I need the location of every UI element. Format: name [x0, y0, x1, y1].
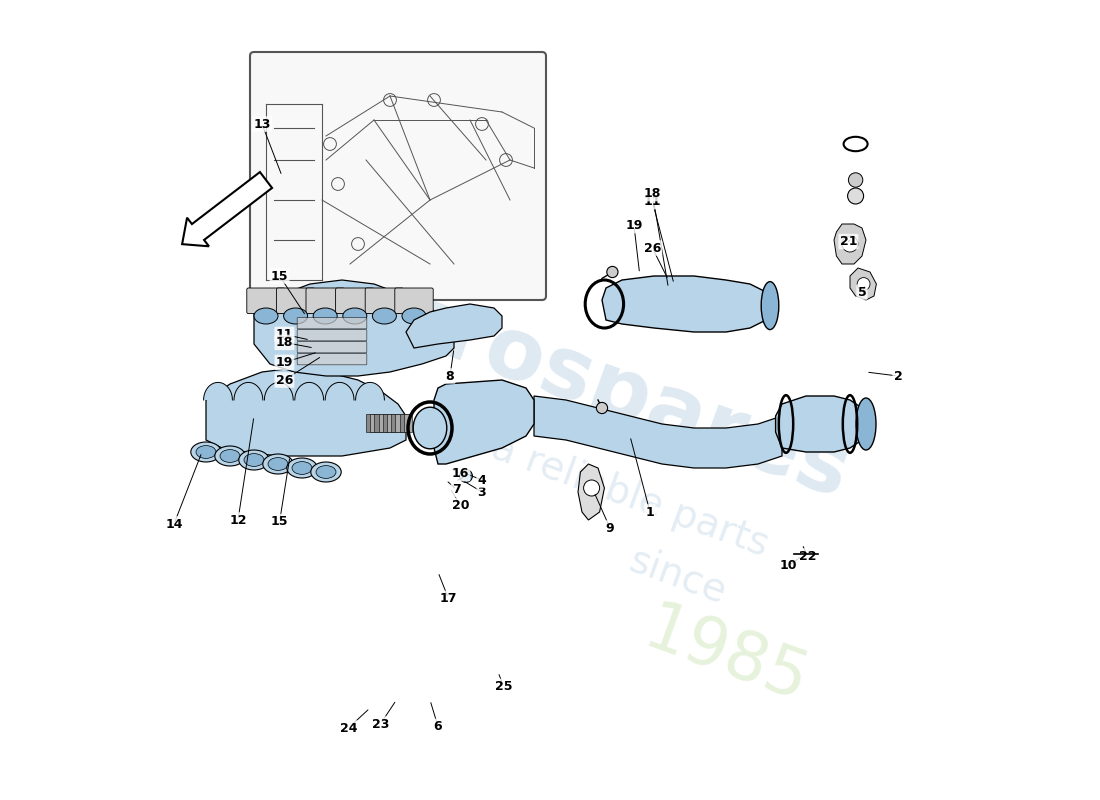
Text: 19: 19	[276, 356, 293, 369]
FancyBboxPatch shape	[276, 288, 315, 314]
Ellipse shape	[373, 308, 396, 324]
Polygon shape	[578, 464, 604, 520]
FancyBboxPatch shape	[297, 318, 366, 329]
Ellipse shape	[284, 308, 308, 324]
FancyArrow shape	[183, 172, 272, 246]
Text: 9: 9	[606, 522, 614, 534]
Ellipse shape	[343, 308, 366, 324]
Polygon shape	[602, 276, 766, 332]
Text: 20: 20	[452, 499, 470, 512]
Polygon shape	[406, 304, 502, 348]
Ellipse shape	[220, 450, 240, 462]
FancyBboxPatch shape	[246, 288, 285, 314]
Ellipse shape	[402, 308, 426, 324]
Ellipse shape	[414, 407, 447, 449]
FancyBboxPatch shape	[395, 288, 433, 314]
Circle shape	[607, 266, 618, 278]
Circle shape	[842, 236, 858, 252]
Ellipse shape	[856, 398, 876, 450]
Text: since: since	[624, 541, 732, 611]
FancyBboxPatch shape	[365, 288, 404, 314]
Bar	[387, 414, 395, 432]
Text: 26: 26	[644, 242, 661, 254]
Polygon shape	[206, 368, 406, 456]
Text: 15: 15	[271, 270, 288, 282]
Bar	[371, 414, 378, 432]
Text: 1985: 1985	[635, 596, 817, 716]
Ellipse shape	[761, 282, 779, 330]
Text: 5: 5	[858, 286, 867, 298]
Ellipse shape	[190, 442, 221, 462]
Bar	[399, 414, 408, 432]
Text: 3: 3	[477, 486, 486, 498]
Polygon shape	[534, 396, 782, 468]
Ellipse shape	[196, 446, 216, 458]
Circle shape	[460, 470, 472, 482]
Text: 11: 11	[276, 328, 293, 341]
Ellipse shape	[314, 308, 338, 324]
Circle shape	[596, 402, 607, 414]
FancyBboxPatch shape	[306, 288, 344, 314]
Polygon shape	[434, 380, 534, 464]
Ellipse shape	[244, 454, 264, 466]
Text: eurospares: eurospares	[320, 252, 860, 516]
Ellipse shape	[263, 454, 294, 474]
Text: 11: 11	[644, 195, 661, 208]
Text: 6: 6	[433, 720, 442, 733]
Ellipse shape	[254, 308, 278, 324]
Text: 21: 21	[839, 235, 857, 248]
Bar	[396, 414, 404, 432]
Text: 16: 16	[452, 467, 469, 480]
Ellipse shape	[287, 458, 317, 478]
Text: 13: 13	[253, 118, 271, 130]
Circle shape	[848, 188, 864, 204]
FancyBboxPatch shape	[250, 52, 546, 300]
Text: 23: 23	[372, 718, 389, 730]
Ellipse shape	[268, 458, 288, 470]
Polygon shape	[776, 396, 866, 452]
FancyBboxPatch shape	[297, 354, 366, 365]
Text: 2: 2	[893, 370, 902, 382]
Bar	[383, 414, 390, 432]
Text: 19: 19	[625, 219, 642, 232]
Ellipse shape	[239, 450, 270, 470]
Bar	[378, 414, 386, 432]
Text: 10: 10	[780, 559, 798, 572]
FancyBboxPatch shape	[297, 342, 366, 353]
Polygon shape	[850, 268, 877, 300]
Ellipse shape	[292, 462, 312, 474]
FancyBboxPatch shape	[336, 288, 374, 314]
Bar	[404, 414, 411, 432]
Text: 8: 8	[446, 370, 454, 382]
Bar	[366, 414, 374, 432]
Text: 25: 25	[495, 680, 513, 693]
Bar	[374, 414, 383, 432]
Text: 12: 12	[229, 514, 246, 526]
Circle shape	[584, 480, 600, 496]
Text: 4: 4	[477, 474, 486, 486]
Text: a reliable parts: a reliable parts	[486, 428, 774, 564]
Circle shape	[848, 173, 862, 187]
Text: 22: 22	[799, 550, 816, 562]
Text: 15: 15	[271, 515, 288, 528]
Text: 1: 1	[646, 506, 654, 518]
Text: 26: 26	[276, 374, 293, 386]
Circle shape	[857, 278, 870, 290]
Text: 17: 17	[440, 592, 458, 605]
Ellipse shape	[311, 462, 341, 482]
FancyBboxPatch shape	[297, 330, 366, 341]
Bar	[392, 414, 399, 432]
Polygon shape	[254, 280, 454, 376]
Text: 18: 18	[644, 187, 661, 200]
Ellipse shape	[214, 446, 245, 466]
Text: 24: 24	[340, 722, 358, 734]
Polygon shape	[834, 224, 866, 264]
Text: 18: 18	[276, 336, 293, 349]
Text: 14: 14	[165, 518, 183, 530]
Text: 7: 7	[452, 483, 461, 496]
Ellipse shape	[316, 466, 336, 478]
